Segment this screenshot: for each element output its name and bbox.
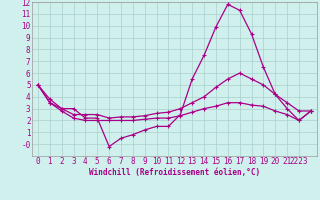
X-axis label: Windchill (Refroidissement éolien,°C): Windchill (Refroidissement éolien,°C)	[89, 168, 260, 177]
